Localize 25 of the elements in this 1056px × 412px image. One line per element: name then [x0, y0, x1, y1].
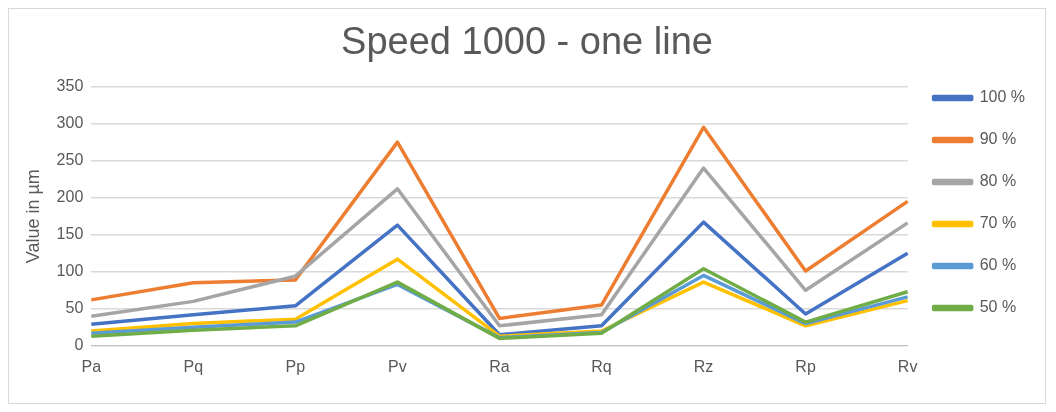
chart-title: Speed 1000 - one line [341, 20, 713, 63]
y-tick-label: 300 [56, 114, 84, 132]
legend-label: 70 % [979, 214, 1017, 232]
x-tick-label: Rp [795, 357, 816, 375]
legend-label: 50 % [979, 298, 1017, 316]
y-tick-label: 0 [74, 336, 84, 354]
x-tick-label: Pv [388, 357, 407, 375]
legend-label: 100 % [979, 88, 1026, 106]
y-tick-label: 150 [56, 225, 84, 243]
x-tick-label: Pq [183, 357, 204, 375]
legend-label: 80 % [979, 172, 1017, 190]
x-tick-label: Pa [81, 357, 102, 375]
x-tick-label: Rq [591, 357, 612, 375]
y-tick-label: 100 [56, 262, 84, 280]
x-tick-label: Rz [693, 357, 714, 375]
y-tick-label: 250 [56, 151, 84, 169]
legend-label: 90 % [979, 130, 1017, 148]
y-axis-title: Value in µm [22, 169, 43, 264]
x-tick-label: Rv [897, 357, 918, 375]
y-tick-label: 350 [56, 77, 84, 95]
y-tick-label: 200 [56, 188, 84, 206]
x-tick-label: Pp [285, 357, 306, 375]
x-tick-label: Ra [489, 357, 510, 375]
legend-label: 60 % [979, 256, 1017, 274]
y-tick-label: 50 [65, 299, 84, 317]
